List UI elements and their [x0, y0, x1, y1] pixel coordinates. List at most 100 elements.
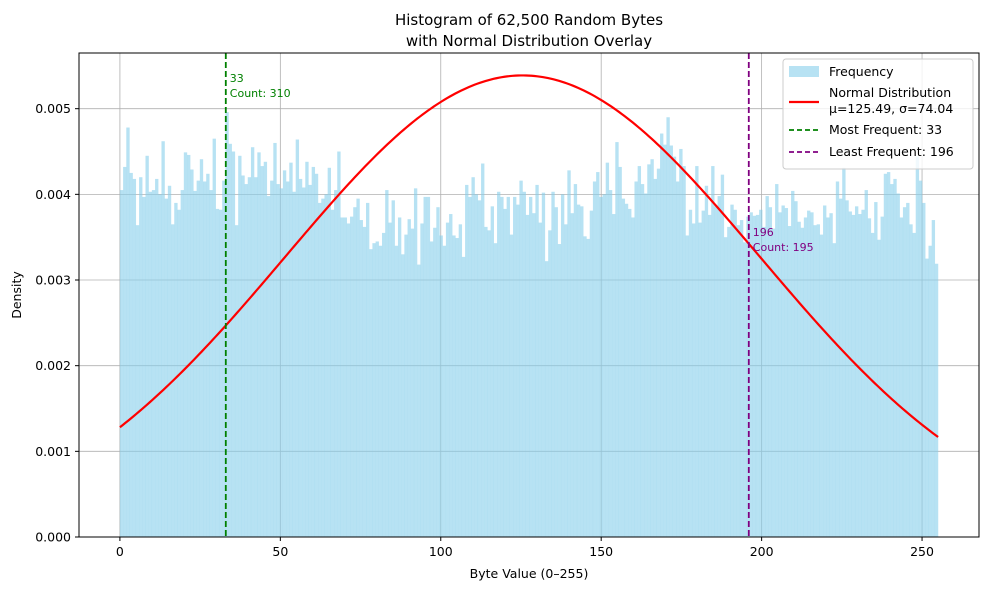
histogram-bar: [532, 213, 536, 537]
histogram-bar: [707, 214, 712, 537]
histogram-bar: [164, 198, 168, 538]
histogram-bar: [858, 214, 862, 537]
histogram-bar: [190, 169, 194, 537]
most-frequent-annotation-value: 33: [230, 72, 244, 85]
histogram-bar: [426, 196, 431, 537]
histogram-bar: [366, 202, 370, 537]
histogram-bar: [704, 185, 709, 538]
normal-curve-layer: [119, 74, 939, 438]
histogram-bar: [433, 227, 437, 538]
histogram-bar: [119, 190, 124, 537]
histogram-bar: [736, 225, 741, 537]
histogram-bar: [321, 198, 325, 538]
histogram-bar: [685, 235, 689, 537]
histogram-bar: [174, 202, 178, 537]
histogram-bar: [634, 181, 638, 537]
histogram-bar: [612, 214, 616, 537]
histogram-bar: [180, 190, 184, 537]
histogram-bar: [755, 214, 760, 537]
histogram-bar: [538, 222, 542, 537]
histogram-bar: [203, 181, 207, 537]
histogram-bar: [573, 184, 578, 537]
normal-distribution-curve: [119, 74, 939, 438]
histogram-bar: [934, 263, 939, 537]
histogram-bar: [637, 166, 642, 537]
histogram-bar: [484, 226, 488, 537]
histogram-bar: [714, 206, 718, 537]
histogram-bar: [541, 192, 546, 538]
histogram-bar: [650, 159, 654, 537]
histogram-bar: [234, 225, 239, 537]
histogram-bar: [775, 184, 779, 537]
histogram-bar: [519, 180, 523, 538]
histogram-bar: [266, 196, 271, 537]
histogram-bar: [720, 174, 725, 538]
histogram-bar: [752, 215, 757, 538]
histogram-bar: [126, 127, 130, 537]
histogram-bar: [576, 204, 581, 538]
histogram-bar: [356, 198, 360, 538]
histogram-bar: [318, 202, 322, 537]
histogram-bar: [500, 196, 504, 537]
histogram-bar: [902, 207, 907, 537]
chart-title-line-2: with Normal Distribution Overlay: [406, 32, 652, 50]
histogram-bar: [343, 217, 347, 537]
histogram-bar: [839, 198, 843, 538]
histogram-bar: [270, 180, 274, 538]
histogram-bar: [628, 208, 632, 537]
histogram-bar: [369, 249, 373, 537]
legend-label-normal: Normal Distribution: [829, 85, 951, 100]
histogram-bar: [854, 206, 859, 537]
legend-box: [782, 58, 974, 170]
histogram-bar: [196, 180, 200, 538]
histogram-bar: [819, 234, 824, 537]
y-tick-label: 0.004: [35, 187, 71, 202]
histogram-bar: [624, 203, 629, 538]
histogram-bar: [436, 207, 440, 537]
histogram-bar: [218, 209, 223, 538]
histogram-bar: [263, 161, 268, 538]
histogram-bar: [560, 194, 565, 537]
histogram-bar: [391, 200, 395, 537]
histogram-bar: [759, 209, 763, 538]
histogram-bar: [832, 243, 836, 537]
histogram-bar: [372, 243, 376, 537]
least-frequent-annotation-count: Count: 195: [753, 241, 814, 254]
histogram-bar: [918, 180, 923, 538]
histogram-bar: [260, 166, 264, 537]
histogram-bar: [449, 214, 453, 537]
histogram-bar: [167, 185, 172, 538]
histogram-bar: [848, 211, 852, 537]
histogram-bar: [490, 206, 494, 537]
histogram-bar: [746, 216, 750, 537]
histogram-bar: [813, 225, 817, 537]
histogram-bar: [618, 166, 622, 537]
histogram-bar: [787, 226, 792, 537]
histogram-bar: [139, 177, 143, 537]
histogram-bar: [557, 244, 562, 537]
histogram-bar: [487, 230, 491, 537]
histogram-bar: [350, 216, 354, 537]
histogram-bar: [394, 245, 399, 538]
histogram-bar: [797, 221, 801, 538]
x-tick-label: 150: [589, 544, 613, 559]
x-axis-ticks: 0 50 100 150 200 250: [116, 537, 934, 559]
histogram-bar: [765, 196, 769, 537]
histogram-bar: [880, 216, 884, 537]
histogram-bar: [816, 224, 820, 537]
histogram-bar: [308, 184, 312, 537]
legend-swatch-frequency: [789, 66, 819, 77]
histogram-bar: [311, 166, 316, 537]
histogram-bar: [161, 141, 165, 537]
histogram-bar: [739, 220, 744, 537]
histogram-bar: [513, 196, 517, 537]
histogram-bar: [906, 202, 910, 537]
histogram-bar: [647, 164, 651, 537]
histogram-bar: [679, 148, 683, 537]
histogram-bar: [381, 232, 386, 537]
histogram-bar: [279, 188, 284, 537]
histogram-bar: [423, 196, 427, 537]
histogram-bar: [254, 177, 258, 537]
histogram-bar: [605, 162, 610, 538]
